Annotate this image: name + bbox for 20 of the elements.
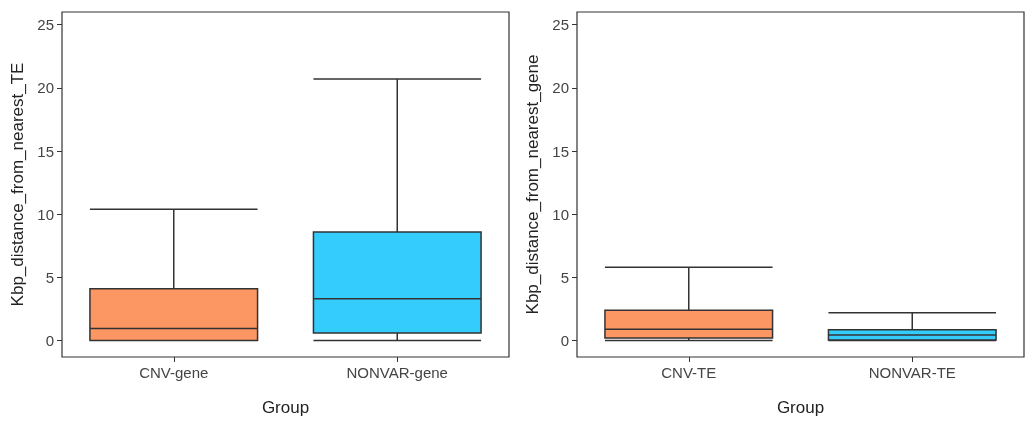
x-axis-title: Group bbox=[776, 398, 825, 417]
y-tick-label: 20 bbox=[552, 79, 569, 97]
x-axis-title: Group bbox=[261, 398, 310, 417]
y-tick-label: 15 bbox=[37, 142, 54, 160]
y-tick-label: 25 bbox=[37, 16, 54, 34]
x-tick-label: NONVAR-TE bbox=[868, 364, 956, 381]
y-tick-label: 10 bbox=[37, 205, 54, 223]
y-tick-label: 5 bbox=[45, 268, 54, 286]
y-tick-label: 0 bbox=[560, 332, 569, 350]
y-axis-title: Kbp_distance_from_nearest_TE bbox=[8, 62, 28, 307]
y-tick-label: 20 bbox=[37, 79, 54, 97]
y-tick-label: 0 bbox=[45, 332, 54, 350]
y-tick-label: 25 bbox=[552, 16, 569, 34]
x-tick-label: CNV-TE bbox=[661, 364, 717, 381]
x-tick-label: NONVAR-gene bbox=[346, 364, 448, 381]
y-tick-label: 5 bbox=[560, 268, 569, 286]
x-tick-label: CNV-gene bbox=[139, 364, 209, 381]
y-axis-title: Kbp_distance_from_nearest_gene bbox=[523, 54, 543, 315]
y-tick-label: 10 bbox=[552, 205, 569, 223]
y-tick-label: 15 bbox=[552, 142, 569, 160]
